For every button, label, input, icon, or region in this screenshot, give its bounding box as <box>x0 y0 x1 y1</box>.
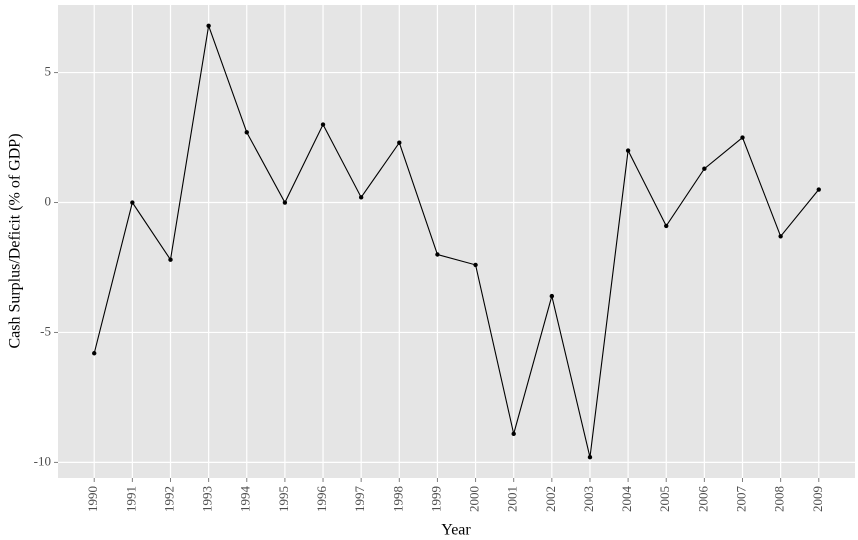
data-point <box>168 257 173 262</box>
x-tick-label: 1999 <box>428 486 443 512</box>
x-tick-label: 1992 <box>161 486 176 512</box>
data-point <box>320 122 326 127</box>
x-tick-label: 2002 <box>543 486 558 512</box>
x-tick-label: 2003 <box>581 486 596 512</box>
y-tick-label: -5 <box>40 323 51 338</box>
data-point <box>92 351 97 356</box>
data-point <box>816 187 821 192</box>
y-tick-label: 5 <box>45 64 52 79</box>
x-tick-label: 2006 <box>695 486 710 513</box>
data-point <box>130 200 135 205</box>
panel <box>58 5 855 478</box>
x-tick-label: 2000 <box>467 486 482 512</box>
data-point <box>244 130 249 135</box>
data-point <box>511 431 516 437</box>
x-tick-label: 2009 <box>810 486 825 512</box>
data-point <box>778 234 783 239</box>
data-point <box>473 262 478 268</box>
data-point <box>740 135 745 140</box>
y-tick-label: -10 <box>34 453 51 468</box>
x-tick-label: 1998 <box>390 486 405 512</box>
data-point <box>358 195 364 200</box>
x-tick-label: 1991 <box>123 486 138 512</box>
data-point <box>435 252 440 257</box>
x-tick-label: 1990 <box>85 486 100 512</box>
data-point <box>625 148 631 153</box>
x-tick-label: 2005 <box>657 486 672 512</box>
data-line <box>93 25 820 458</box>
data-point <box>587 455 593 460</box>
x-tick-label: 2001 <box>505 486 520 512</box>
x-tick-label: 1996 <box>314 486 329 513</box>
data-point <box>397 140 402 145</box>
data-point <box>282 200 288 205</box>
y-tick-label: 0 <box>45 194 52 209</box>
x-axis-title: Year <box>441 522 471 539</box>
y-axis-title: Cash Surplus/Deficit (% of GDP) <box>7 133 24 348</box>
x-tick-label: 1995 <box>276 486 291 512</box>
data-point <box>549 293 555 299</box>
x-tick-label: 2004 <box>619 486 634 513</box>
data-point <box>206 23 211 28</box>
x-tick-label: 1994 <box>238 486 253 513</box>
data-point <box>664 223 669 229</box>
x-tick-label: 2007 <box>733 486 748 513</box>
x-tick-label: 1993 <box>200 486 215 512</box>
x-tick-label: 2008 <box>772 486 787 512</box>
x-tick-label: 1997 <box>352 486 367 513</box>
data-point <box>702 166 707 171</box>
